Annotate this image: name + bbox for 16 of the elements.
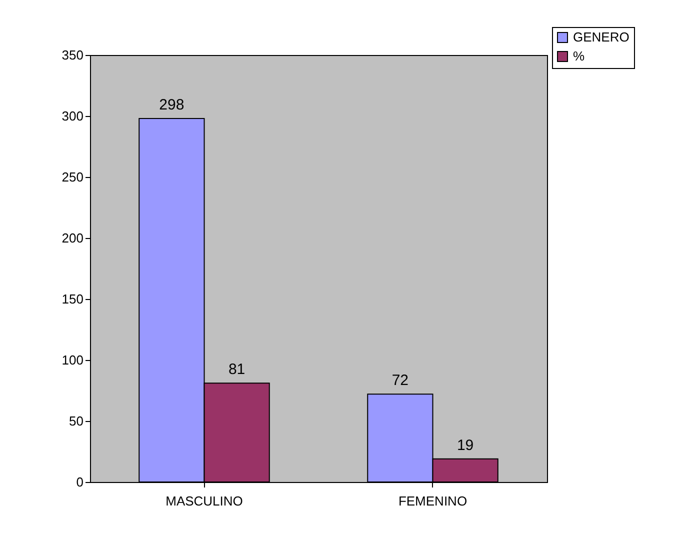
y-tick-label: 50 — [69, 414, 84, 428]
y-tick-label: 300 — [62, 108, 84, 124]
x-tick-label: MASCULINO — [166, 494, 243, 508]
data-label: 298 — [159, 96, 184, 114]
y-tick-label: 250 — [62, 170, 84, 184]
y-tick-label: 100 — [62, 352, 84, 368]
y-tick-label: 0 — [76, 474, 84, 490]
y-tick-label: 150 — [62, 292, 84, 306]
legend-label: GENERO — [573, 30, 630, 44]
x-tick-label: FEMENINO — [398, 494, 468, 508]
legend-label: % — [573, 48, 585, 64]
data-label: 19 — [456, 436, 474, 454]
y-tick-label: 200 — [62, 230, 84, 246]
y-tick-label: 350 — [62, 48, 84, 62]
data-label: 72 — [392, 372, 409, 390]
data-label: 81 — [228, 361, 246, 378]
